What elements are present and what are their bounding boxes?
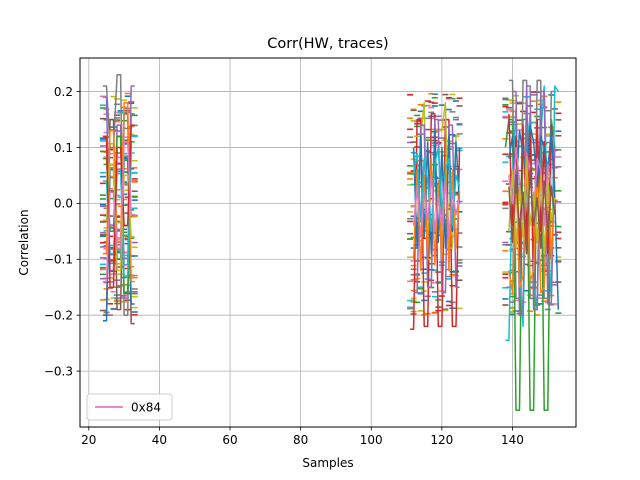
y-tick-label: −0.2 bbox=[44, 308, 73, 322]
y-tick-label: −0.3 bbox=[44, 364, 73, 378]
x-tick-label: 120 bbox=[430, 433, 453, 447]
series-line-26 bbox=[102, 141, 135, 283]
series-line-12 bbox=[413, 118, 460, 294]
chart-title: Corr(HW, traces) bbox=[267, 36, 388, 52]
legend-label: 0x84 bbox=[131, 401, 161, 415]
x-axis-label: Samples bbox=[302, 456, 353, 470]
series-line-14 bbox=[412, 157, 461, 272]
x-tick-label: 20 bbox=[81, 433, 96, 447]
y-tick-label: 0.0 bbox=[54, 197, 73, 211]
grid bbox=[80, 58, 576, 427]
series-line-3 bbox=[512, 85, 556, 316]
axis-ticks: 20 40 60 80 100 120 140 −0.3 −0.2 −0.1 0.0 0.1 0.2 bbox=[44, 85, 524, 447]
series-group bbox=[99, 74, 562, 411]
legend: 0x84 bbox=[86, 393, 173, 421]
x-tick-label: 40 bbox=[152, 433, 167, 447]
x-tick-label: 140 bbox=[501, 433, 524, 447]
plot-frame bbox=[79, 57, 577, 428]
x-tick-label: 80 bbox=[293, 433, 308, 447]
series-line-15 bbox=[412, 146, 461, 233]
series-line-9 bbox=[508, 169, 556, 255]
y-tick-label: 0.2 bbox=[54, 85, 73, 99]
series-line-10 bbox=[410, 113, 461, 330]
x-tick-label: 60 bbox=[222, 433, 237, 447]
legend-box bbox=[86, 393, 173, 421]
series-line-6 bbox=[508, 124, 560, 310]
y-tick-label: 0.1 bbox=[54, 141, 73, 155]
x-tick-label: 100 bbox=[360, 433, 383, 447]
series-line-16 bbox=[412, 174, 461, 238]
y-axis-label: Correlation bbox=[17, 209, 31, 275]
y-tick-label: −0.1 bbox=[44, 253, 73, 267]
